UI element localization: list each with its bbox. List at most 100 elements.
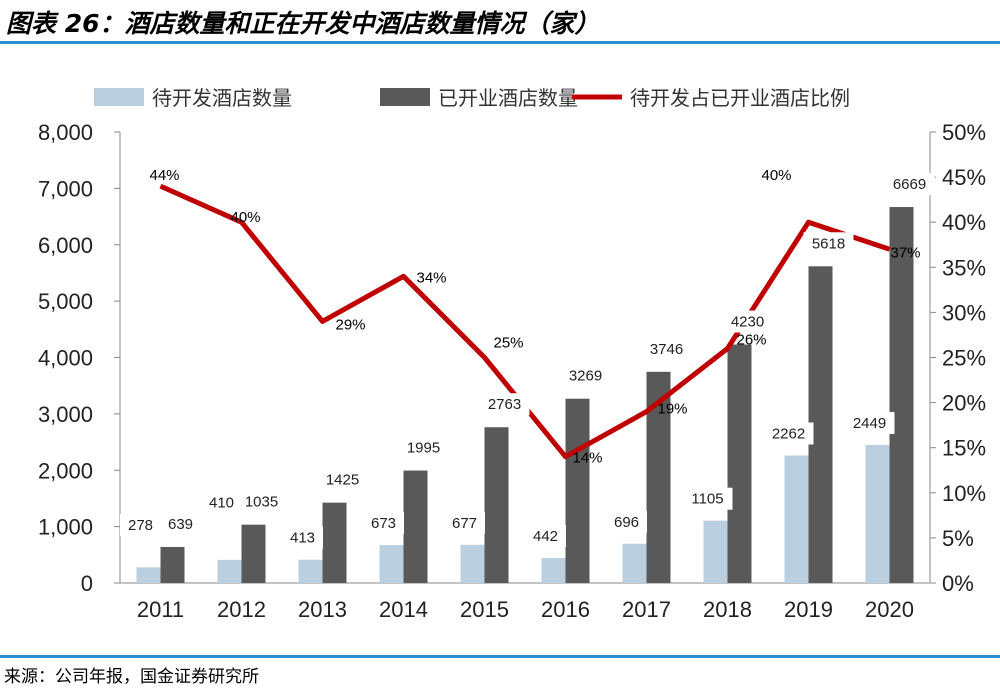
pending-value-label-text: 677 xyxy=(452,515,477,532)
right-tick-label: 20% xyxy=(942,391,986,416)
pending-value-label-text: 413 xyxy=(290,530,315,547)
ratio-label: 37% xyxy=(890,244,920,261)
pending-value-label: 442 xyxy=(525,525,566,548)
pending-value-label-text: 410 xyxy=(209,495,234,512)
open-value-label: 3746 xyxy=(641,337,692,360)
bar-pending xyxy=(298,559,323,583)
open-value-label-text: 2763 xyxy=(488,396,521,413)
ratio-label: 26% xyxy=(736,331,766,348)
source-note: 来源：公司年报，国金证券研究所 xyxy=(4,667,259,687)
pending-value-label: 1105 xyxy=(682,487,733,510)
right-tick-label: 50% xyxy=(942,120,986,145)
open-value-label-text: 6669 xyxy=(893,176,926,193)
bar-open xyxy=(727,344,752,583)
left-tick-label: 7,000 xyxy=(38,176,93,201)
open-value-label: 1425 xyxy=(317,468,368,491)
x-tick-label: 2019 xyxy=(784,597,833,622)
open-value-label-bg xyxy=(236,490,287,513)
pending-value-label: 278 xyxy=(120,513,161,536)
ratio-label: 40% xyxy=(230,209,260,226)
left-tick-label: 3,000 xyxy=(38,402,93,427)
pending-value-label-bg xyxy=(363,512,404,535)
right-tick-label: 40% xyxy=(942,210,986,235)
ratio-label: 44% xyxy=(149,167,179,184)
legend-swatch xyxy=(94,88,144,106)
x-tick-label: 2013 xyxy=(298,597,347,622)
pending-value-label-text: 2262 xyxy=(772,425,805,442)
open-value-label-bg xyxy=(884,173,935,196)
x-tick-label: 2017 xyxy=(622,597,671,622)
bar-pending xyxy=(460,544,485,583)
right-tick-label: 10% xyxy=(942,481,986,506)
bar-pending xyxy=(865,444,890,583)
bar-open xyxy=(403,470,428,583)
open-value-label-bg xyxy=(722,310,773,333)
left-tick-label: 5,000 xyxy=(38,289,93,314)
title-divider xyxy=(0,41,1000,44)
pending-value-label-bg xyxy=(606,510,647,533)
open-value-label-bg xyxy=(398,436,449,459)
pending-value-label: 2449 xyxy=(844,411,895,434)
open-value-label-bg xyxy=(803,232,854,255)
legend-label: 待开发占已开业酒店比例 xyxy=(630,86,850,110)
open-value-label-text: 1425 xyxy=(326,472,359,489)
open-value-label: 5618 xyxy=(803,232,854,255)
bar-pending xyxy=(379,545,404,583)
open-value-label-text: 5618 xyxy=(812,235,845,252)
pending-value-label-bg xyxy=(525,525,566,548)
left-tick-label: 6,000 xyxy=(38,233,93,258)
open-value-label-text: 3746 xyxy=(650,341,683,358)
open-value-label-text: 639 xyxy=(168,516,193,533)
legend: 待开发酒店数量 已开业酒店数量 待开发占已开业酒店比例 xyxy=(94,86,850,110)
x-tick-label: 2011 xyxy=(137,597,184,622)
ratio-label: 25% xyxy=(493,335,523,352)
bar-open xyxy=(565,398,590,583)
pending-value-label: 696 xyxy=(606,510,647,533)
open-value-label: 1035 xyxy=(236,490,287,513)
left-tick-label: 0 xyxy=(81,571,93,596)
ratio-label: 34% xyxy=(416,269,446,286)
pending-value-label-text: 278 xyxy=(128,517,153,534)
pending-value-label: 413 xyxy=(282,526,323,549)
right-tick-label: 15% xyxy=(942,436,986,461)
open-value-label: 1995 xyxy=(398,436,449,459)
left-tick-label: 2,000 xyxy=(38,458,93,483)
bar-pending xyxy=(217,559,242,583)
bar-pending xyxy=(136,567,161,583)
open-value-label-bg xyxy=(560,364,611,387)
chart: 待开发酒店数量 已开业酒店数量 待开发占已开业酒店比例 0 1,000 2,000 3,0… xyxy=(38,86,986,622)
ratio-label: 14% xyxy=(572,450,602,467)
bars xyxy=(136,207,914,583)
right-tick-label: 5% xyxy=(942,526,974,551)
open-value-label-bg xyxy=(317,468,368,491)
bar-open xyxy=(889,207,914,583)
data-labels: 278 639 410 1035 413 1425 673 1995 677 2763 442 326… xyxy=(120,173,935,549)
x-tick-label: 2020 xyxy=(865,597,914,622)
x-tick-label: 2018 xyxy=(703,597,752,622)
pending-value-label-bg xyxy=(201,491,242,514)
pending-value-label-text: 673 xyxy=(371,515,396,532)
open-value-label: 3269 xyxy=(560,364,611,387)
bar-pending xyxy=(622,543,647,583)
legend-swatch xyxy=(380,88,430,106)
left-tick-label: 8,000 xyxy=(38,120,93,145)
pending-value-label-bg xyxy=(120,513,161,536)
pending-value-label-bg xyxy=(844,411,895,434)
bar-open xyxy=(322,502,347,583)
bar-open xyxy=(241,524,266,583)
pending-value-label-text: 442 xyxy=(533,528,558,545)
pending-value-label-text: 1105 xyxy=(691,491,723,508)
open-value-label-text: 1035 xyxy=(245,494,278,511)
pending-value-label-bg xyxy=(444,511,485,534)
open-value-label: 4230 xyxy=(722,310,773,333)
open-value-label-text: 3269 xyxy=(569,368,602,385)
pending-value-label-bg xyxy=(763,422,814,445)
left-tick-label: 1,000 xyxy=(38,515,93,540)
open-value-label-text: 1995 xyxy=(407,440,440,457)
ratio-label: 40% xyxy=(761,167,791,184)
pending-value-label-text: 696 xyxy=(614,514,639,531)
right-tick-label: 45% xyxy=(942,165,986,190)
right-tick-label: 25% xyxy=(942,346,986,371)
bar-pending xyxy=(541,558,566,583)
bar-open xyxy=(160,546,185,583)
